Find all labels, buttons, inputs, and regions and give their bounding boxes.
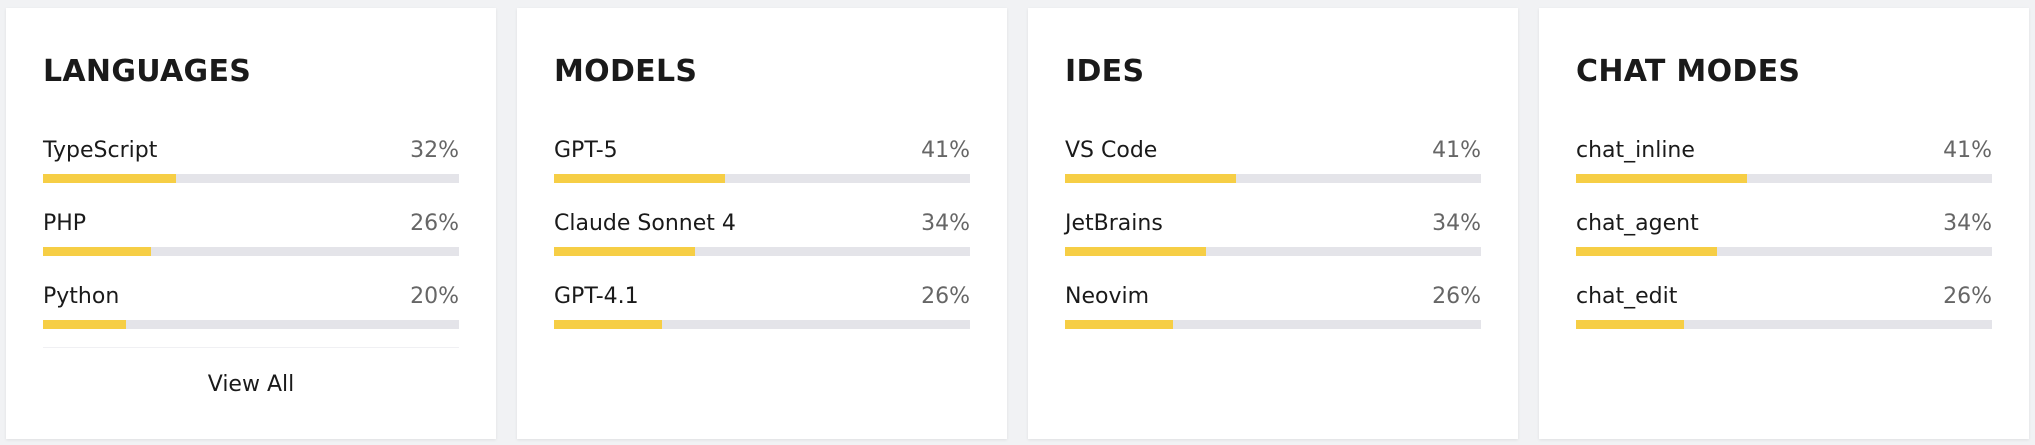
stat-row: Claude Sonnet 4 34% [554, 211, 970, 261]
bar-fill [43, 174, 177, 183]
divider [43, 347, 459, 348]
bar-track [1065, 320, 1481, 329]
stat-name: TypeScript [43, 138, 158, 163]
stat-percent: 41% [921, 138, 970, 163]
stat-name: VS Code [1065, 138, 1158, 163]
stat-row: GPT-4.1 26% [554, 284, 970, 334]
bar-track [1576, 247, 1992, 256]
bar-track [554, 247, 970, 256]
stat-name: GPT-4.1 [554, 284, 639, 309]
stat-row: chat_edit 26% [1576, 284, 1992, 334]
stat-percent: 34% [1432, 211, 1481, 236]
stat-row: GPT-5 41% [554, 138, 970, 188]
stat-percent: 26% [410, 211, 459, 236]
bar-fill [1576, 320, 1685, 329]
stat-row: JetBrains 34% [1065, 211, 1481, 261]
stat-percent: 26% [921, 284, 970, 309]
bar-fill [554, 174, 725, 183]
stat-name: chat_inline [1576, 138, 1695, 163]
stat-percent: 26% [1432, 284, 1481, 309]
stat-row: VS Code 41% [1065, 138, 1481, 188]
stat-percent: 20% [410, 284, 459, 309]
panel-card: IDES VS Code 41% JetBrains 34% Neovim 26% [1028, 8, 1518, 439]
panel-card: CHAT MODES chat_inline 41% chat_agent 34% cha… [1539, 8, 2029, 439]
bar-fill [554, 247, 696, 256]
bar-fill [554, 320, 663, 329]
panel-card: LANGUAGES TypeScript 32% PHP 26% Python 20% Vie… [6, 8, 496, 439]
stat-name: chat_edit [1576, 284, 1678, 309]
stat-row: Neovim 26% [1065, 284, 1481, 334]
stat-name: JetBrains [1065, 211, 1163, 236]
bar-fill [1576, 174, 1747, 183]
bar-track [1576, 174, 1992, 183]
stat-row: chat_agent 34% [1576, 211, 1992, 261]
bar-track [43, 247, 459, 256]
bar-fill [43, 247, 152, 256]
stat-percent: 41% [1432, 138, 1481, 163]
bar-fill [1065, 247, 1207, 256]
bar-track [43, 174, 459, 183]
stat-name: GPT-5 [554, 138, 618, 163]
bar-track [43, 320, 459, 329]
stat-percent: 32% [410, 138, 459, 163]
stat-row: Python 20% [43, 284, 459, 334]
view-all-button[interactable]: View All [207, 372, 295, 397]
stat-percent: 34% [1943, 211, 1992, 236]
stat-row: chat_inline 41% [1576, 138, 1992, 188]
stat-name: Python [43, 284, 120, 309]
bar-track [554, 174, 970, 183]
bar-track [1065, 174, 1481, 183]
stat-row: PHP 26% [43, 211, 459, 261]
panel-title: IDES [1065, 54, 1145, 89]
panel-card: MODELS GPT-5 41% Claude Sonnet 4 34% GPT-4.1 2… [517, 8, 1007, 439]
stat-name: PHP [43, 211, 87, 236]
bar-track [1065, 247, 1481, 256]
stat-percent: 34% [921, 211, 970, 236]
bar-fill [1065, 174, 1236, 183]
stat-name: Neovim [1065, 284, 1150, 309]
bar-track [1576, 320, 1992, 329]
panel-title: CHAT MODES [1576, 54, 1801, 89]
panel-title: LANGUAGES [43, 54, 252, 89]
bar-fill [1576, 247, 1718, 256]
panel-title: MODELS [554, 54, 698, 89]
bar-track [554, 320, 970, 329]
bar-fill [1065, 320, 1174, 329]
stat-row: TypeScript 32% [43, 138, 459, 188]
stat-name: Claude Sonnet 4 [554, 211, 736, 236]
bar-fill [43, 320, 127, 329]
stat-percent: 26% [1943, 284, 1992, 309]
stat-name: chat_agent [1576, 211, 1699, 236]
stat-percent: 41% [1943, 138, 1992, 163]
